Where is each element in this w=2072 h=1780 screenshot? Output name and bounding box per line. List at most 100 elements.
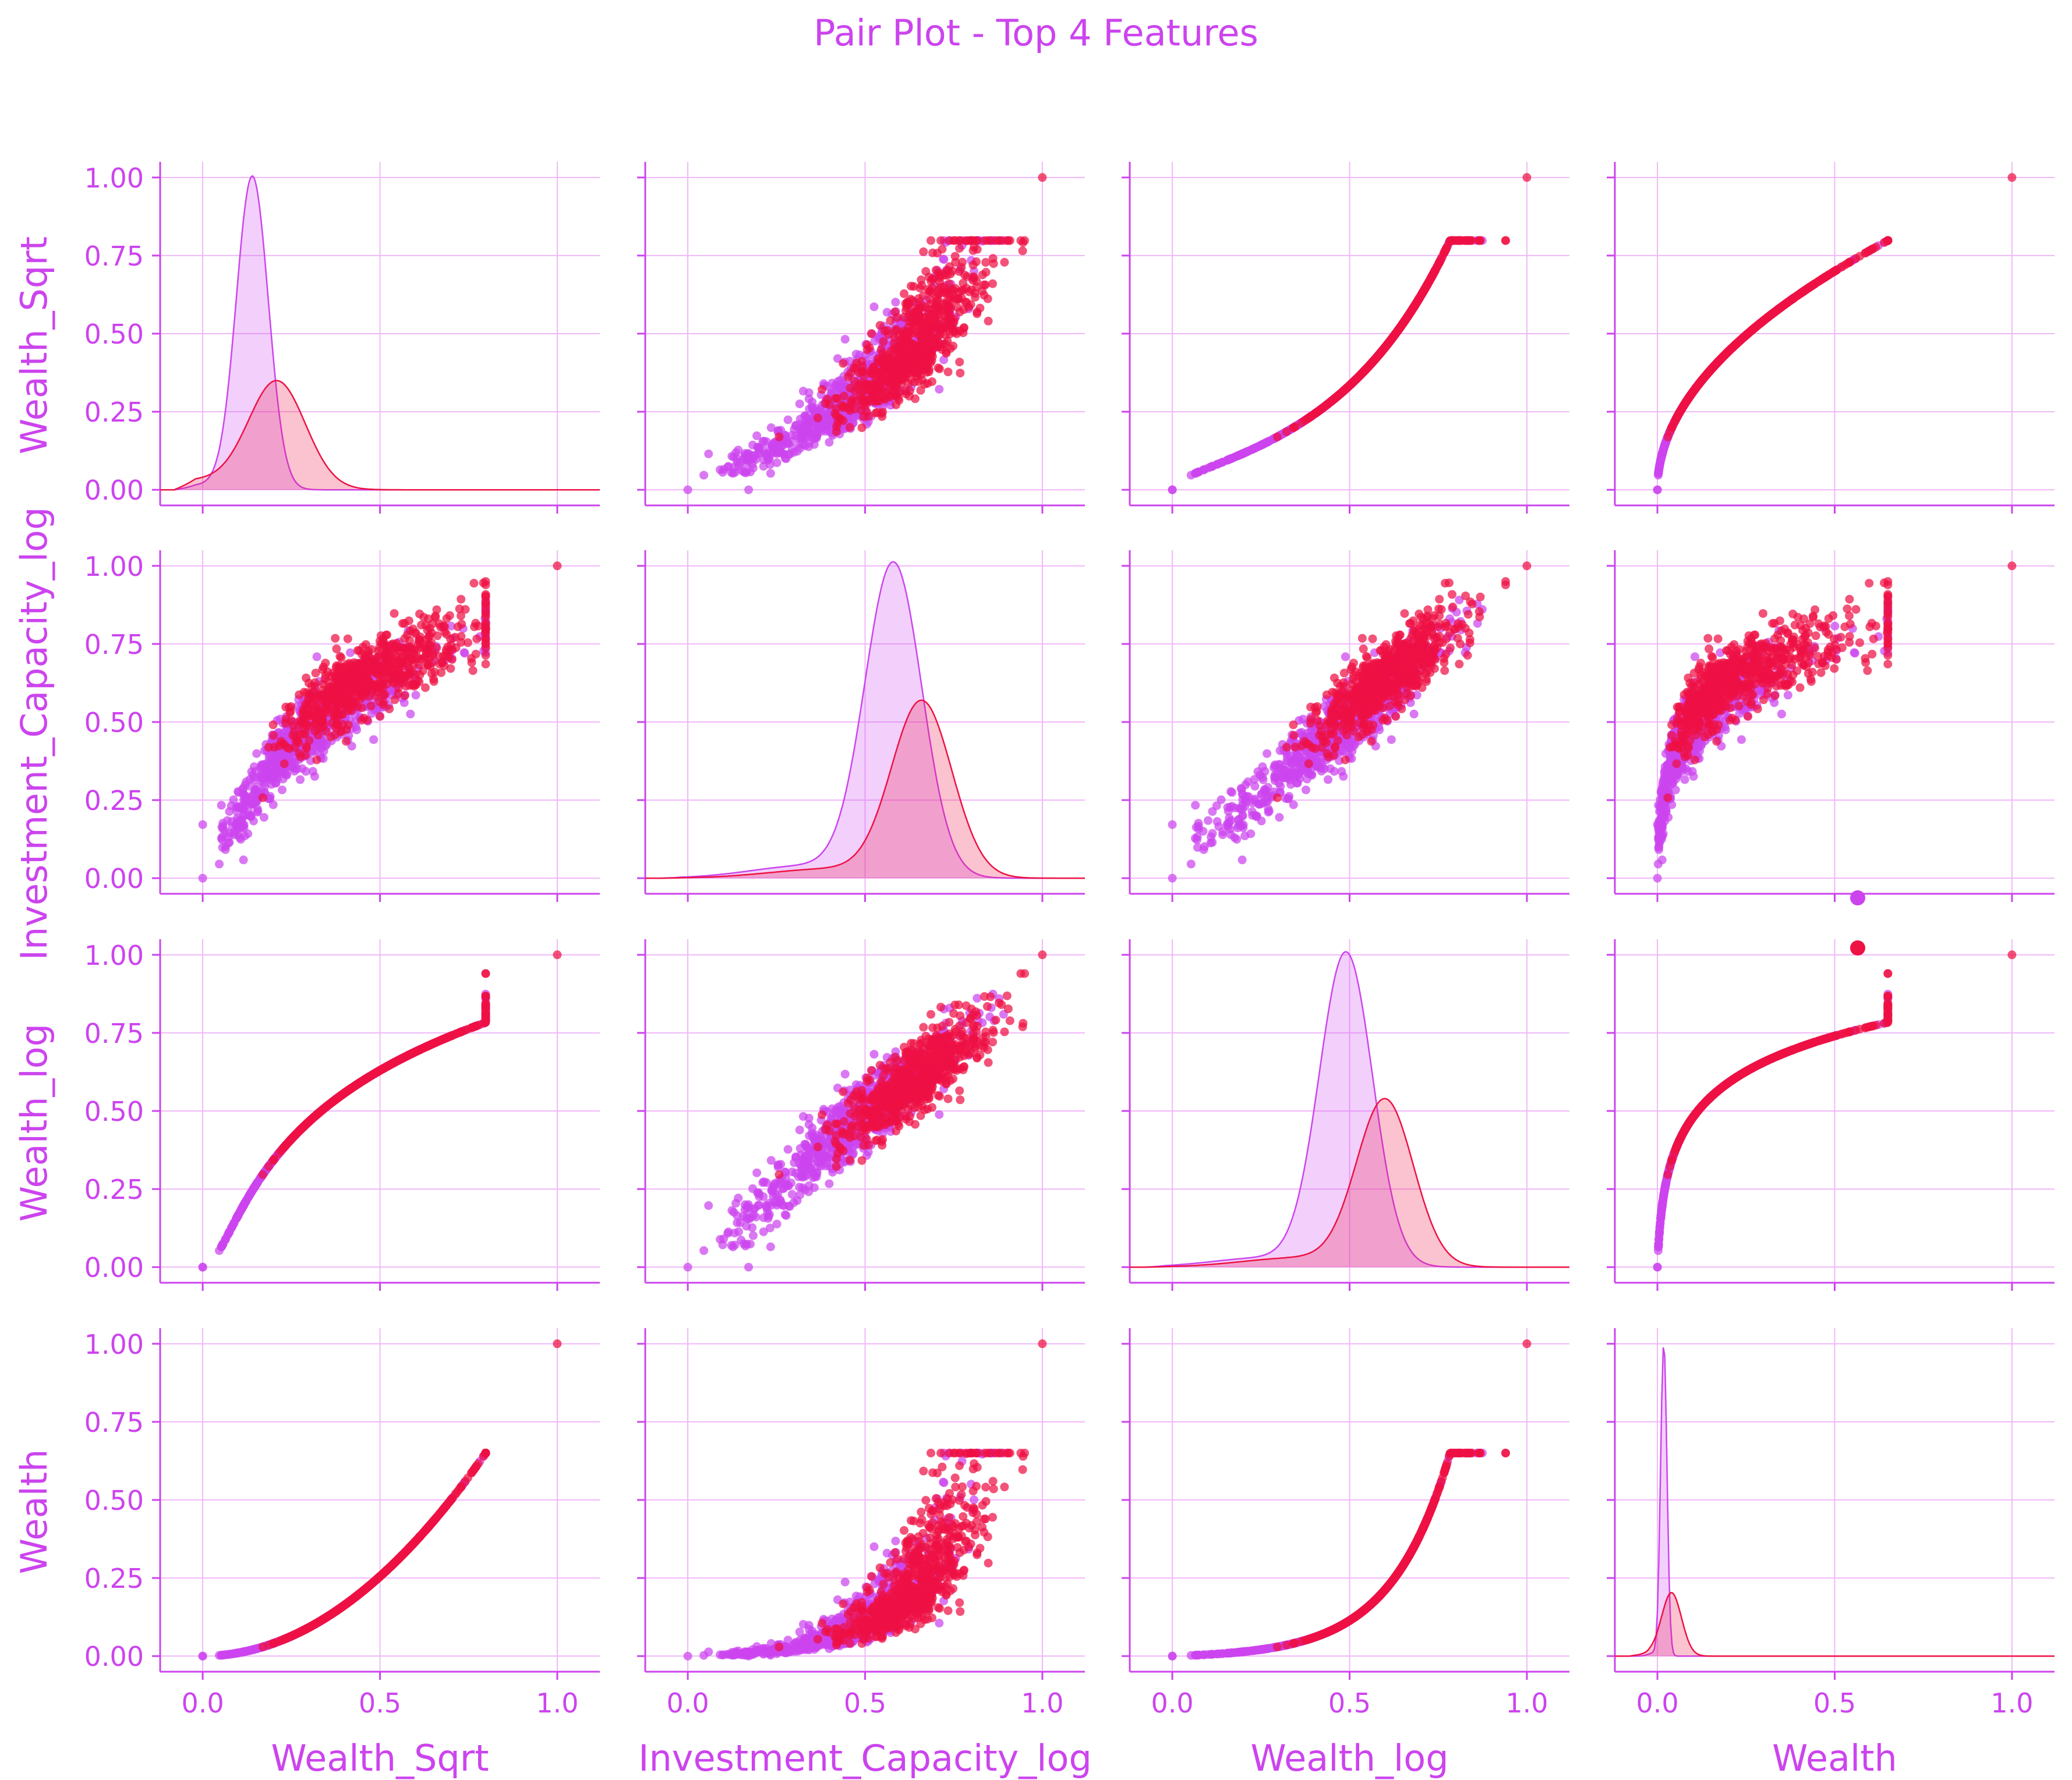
scatter-point: [1455, 236, 1464, 245]
scatter-point: [1272, 432, 1282, 441]
scatter-point: [1428, 271, 1437, 280]
scatter-point: [896, 342, 905, 351]
scatter-point: [699, 470, 709, 480]
scatter-point: [959, 285, 968, 295]
scatter-point: [918, 344, 928, 353]
scatter-point: [891, 298, 900, 307]
scatter-point: [346, 648, 355, 657]
scatter-point: [268, 800, 278, 809]
scatter-point: [845, 356, 854, 366]
scatter-point: [918, 291, 928, 300]
scatter-point: [1225, 455, 1234, 464]
scatter-point: [936, 236, 945, 245]
scatter-point: [813, 413, 822, 423]
scatter-point: [846, 406, 855, 415]
scatter-point: [1722, 349, 1731, 358]
scatter-point: [1802, 285, 1811, 294]
scatter-point: [769, 447, 779, 456]
scatter-point: [942, 347, 951, 356]
scatter-point: [406, 709, 415, 719]
scatter-point: [808, 398, 817, 407]
scatter-point: [902, 303, 911, 312]
scatter-point: [748, 463, 758, 473]
scatter-point: [872, 390, 881, 399]
scatter-point: [369, 735, 379, 744]
scatter-point: [913, 312, 922, 321]
scatter-point: [734, 445, 743, 455]
scatter-point: [766, 423, 776, 432]
scatter-point: [804, 388, 814, 397]
scatter-point: [1845, 258, 1854, 267]
scatter-point: [845, 423, 854, 432]
scatter-point: [861, 398, 870, 408]
y-tick-label: 0.00: [84, 863, 144, 894]
scatter-point: [239, 789, 248, 798]
scatter-point: [832, 427, 841, 436]
scatter-point: [744, 485, 753, 494]
scatter-point: [1654, 462, 1664, 472]
scatter-point: [924, 321, 933, 330]
scatter-point: [1653, 470, 1663, 480]
y-axis-label: Investment_Capacity_log: [13, 507, 55, 961]
scatter-point: [894, 394, 903, 403]
scatter-point: [935, 385, 944, 394]
y-tick-label: 0.25: [84, 785, 144, 816]
scatter-point: [929, 310, 938, 320]
scatter-point: [839, 359, 848, 368]
scatter-point: [970, 242, 979, 252]
scatter-point: [351, 722, 360, 731]
scatter-point: [891, 326, 900, 335]
scatter-point: [907, 296, 917, 305]
scatter-point: [822, 412, 832, 422]
scatter-point: [857, 423, 867, 433]
scatter-point: [411, 691, 420, 700]
scatter-point: [1257, 440, 1267, 450]
scatter-point: [876, 345, 886, 354]
scatter-point: [1743, 329, 1752, 338]
scatter-point: [221, 842, 231, 851]
scatter-point: [981, 258, 991, 267]
scatter-point: [1653, 485, 1662, 494]
scatter-point: [795, 399, 804, 409]
scatter-point: [1663, 432, 1673, 441]
scatter-point: [928, 283, 937, 292]
scatter-point: [903, 323, 913, 332]
scatter-point: [928, 248, 937, 257]
scatter-point: [1708, 363, 1717, 372]
scatter-point: [984, 316, 993, 325]
scatter-point: [871, 408, 881, 417]
y-tick-label: 0.50: [84, 707, 144, 738]
scatter-point: [787, 444, 797, 453]
scatter-point: [1442, 242, 1452, 252]
scatter-point: [835, 384, 844, 393]
scatter-point: [921, 267, 931, 276]
scatter-point: [809, 440, 819, 449]
scatter-point: [1391, 329, 1400, 338]
scatter-point: [947, 285, 957, 294]
scatter-point: [955, 358, 964, 367]
scatter-point: [704, 450, 713, 458]
scatter-point: [1000, 257, 1009, 267]
scatter-point: [783, 415, 793, 424]
scatter-point: [866, 366, 875, 375]
scatter-point: [775, 432, 784, 441]
scatter-point: [989, 259, 998, 268]
scatter-point: [1765, 312, 1774, 321]
scatter-point: [751, 455, 761, 464]
scatter-point: [874, 377, 883, 386]
scatter-point: [1016, 236, 1026, 245]
scatter-point: [825, 438, 834, 447]
scatter-point: [235, 833, 245, 842]
y-tick-label: 0.75: [84, 240, 144, 272]
scatter-point: [925, 355, 935, 364]
scatter-point: [940, 316, 950, 325]
scatter-point: [960, 270, 969, 279]
scatter-point: [952, 329, 961, 338]
scatter-point: [904, 392, 914, 401]
scatter-point: [312, 652, 321, 661]
scatter-point: [1335, 390, 1345, 399]
scatter-point: [1186, 470, 1196, 480]
scatter-point: [941, 339, 950, 348]
scatter-point: [259, 813, 268, 822]
